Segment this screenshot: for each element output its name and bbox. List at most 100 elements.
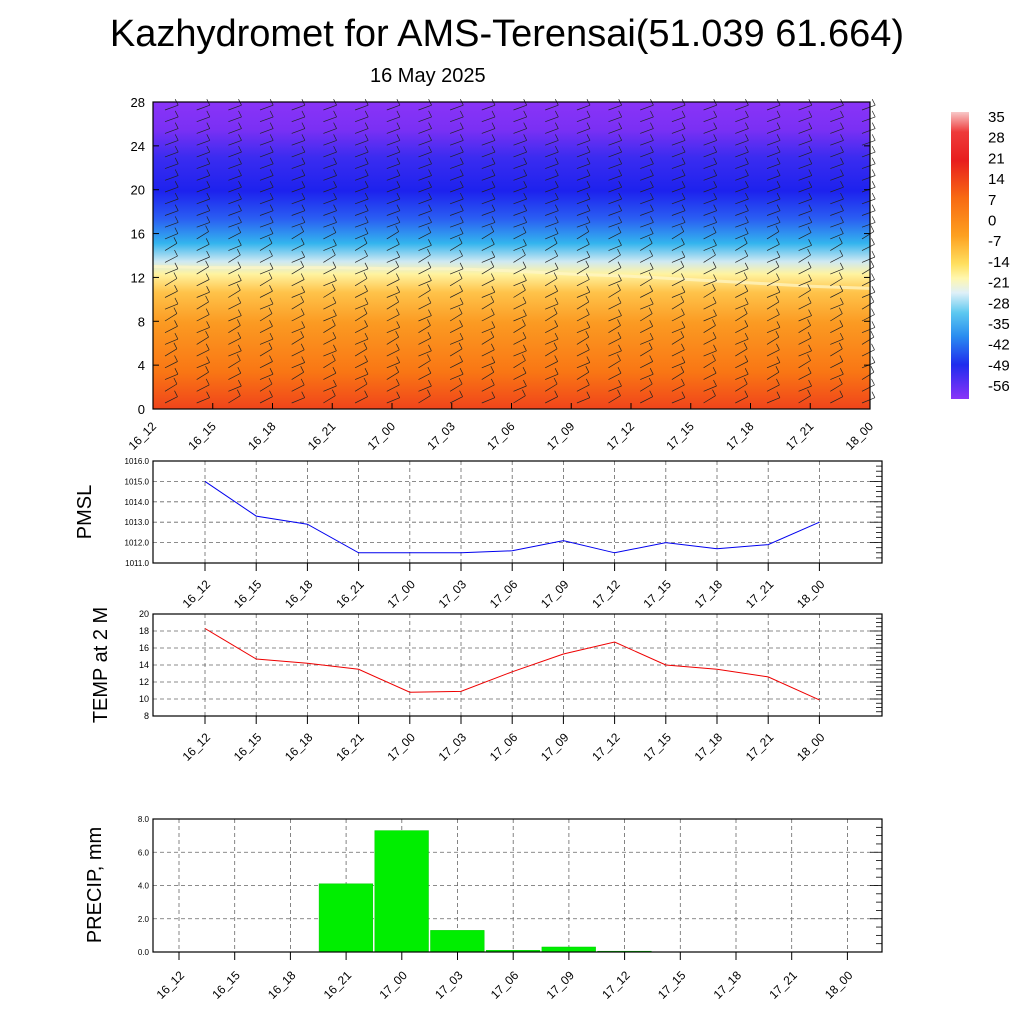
wind-barb (164, 290, 178, 298)
wind-barb (576, 222, 591, 228)
wind-barb (291, 291, 305, 298)
wind-barb-feather (428, 204, 432, 211)
wind-barb (354, 396, 368, 404)
x-tick-label: 16_15 (231, 730, 265, 764)
wind-barb-feather (300, 343, 305, 350)
grid (153, 460, 882, 564)
wind-barb (228, 210, 242, 216)
wind-barb (576, 104, 591, 111)
precipitation-panel: 0.0 2.0 4.0 6.0 8.0 16_12 16_15 16_18 16_21 17_00… (84, 815, 883, 1002)
wind-barb (354, 290, 368, 298)
wind-barb (830, 325, 843, 334)
wind-barb-feather (491, 169, 496, 176)
wind-barb (196, 301, 209, 310)
wind-barb (671, 104, 686, 111)
wind-barb (354, 255, 368, 263)
wind-barb-feather (206, 356, 210, 363)
wind-barb (735, 163, 749, 169)
wind-barb (228, 337, 241, 345)
wind-barb (513, 325, 526, 333)
wind-barb (703, 280, 717, 287)
wind-barb-feather (745, 181, 749, 188)
wind-barb-feather (713, 134, 718, 141)
wind-barb (830, 383, 843, 392)
wind-barb (671, 163, 686, 169)
wind-barb (830, 140, 844, 146)
x-tick-label: 16_21 (305, 419, 339, 453)
wind-barb-feather (301, 391, 306, 398)
wind-barb (545, 268, 559, 275)
wind-barb (545, 303, 559, 310)
wind-barb-feather (839, 355, 844, 362)
wind-barb-feather (364, 134, 369, 141)
wind-barb (386, 397, 400, 404)
wind-barb-feather (775, 225, 780, 232)
wind-barb (449, 175, 464, 181)
wind-barb-feather (713, 145, 718, 153)
wind-barb (449, 140, 464, 146)
precip-bar (430, 930, 485, 953)
wind-barb-feather (839, 262, 844, 269)
wind-barb (386, 231, 399, 240)
wind-barb (703, 395, 716, 404)
wind-barb-feather (712, 284, 716, 291)
wind-barb (861, 210, 876, 216)
wind-barb-feather (269, 297, 274, 305)
wind-barb (861, 104, 876, 111)
wind-barb (861, 279, 875, 287)
wind-barb (259, 396, 273, 404)
wind-barb-feather (745, 134, 749, 141)
wind-barb-feather (840, 216, 844, 223)
wind-barb-feather (618, 169, 623, 176)
wind-barb (323, 175, 337, 181)
wind-barb (608, 385, 622, 392)
wind-barb-feather (617, 319, 621, 326)
wind-barb (164, 348, 178, 357)
y-tick-label: 4 (138, 358, 145, 373)
wind-barb-feather (840, 204, 844, 211)
wind-barb (576, 301, 589, 310)
wind-barb (735, 303, 749, 310)
wind-barb (513, 104, 527, 111)
wind-barb-feather (522, 389, 526, 396)
wind-barb-feather (743, 342, 748, 349)
wind-barb-feather (174, 204, 179, 211)
wind-barb-feather (490, 225, 495, 232)
precip-bars (318, 830, 652, 953)
wind-barb-feather (745, 204, 749, 211)
wind-barb-feather (269, 216, 274, 223)
wind-barb (766, 140, 781, 146)
wind-barb-feather (269, 249, 273, 257)
wind-barb-feather (871, 110, 876, 118)
wind-barb-feather (649, 285, 654, 292)
wind-barb-feather (649, 249, 654, 257)
wind-barb (354, 278, 368, 287)
wind-barb-feather (237, 309, 242, 316)
wind-barb (703, 360, 716, 369)
wind-barb-feather (586, 181, 591, 188)
wind-barb-feather (300, 330, 305, 338)
wind-barb (576, 243, 590, 251)
wind-barb-feather (776, 250, 781, 258)
wind-barb (449, 255, 463, 263)
wind-barb (259, 268, 274, 275)
wind-barb-feather (491, 391, 496, 398)
wind-barb (259, 116, 274, 123)
wind-barb (703, 232, 717, 240)
wind-barb-feather (428, 181, 432, 188)
wind-barb (449, 222, 464, 228)
wind-barb (418, 116, 432, 123)
wind-barb (513, 267, 527, 275)
pmsl-series-line (204, 480, 820, 554)
wind-barb (576, 175, 591, 181)
wind-barb-feather (776, 181, 781, 188)
wind-barb-feather (301, 110, 306, 118)
wind-barb (766, 291, 781, 298)
wind-barb-feather (586, 321, 591, 328)
wind-barb-feather (523, 110, 528, 118)
wind-barb-feather (617, 354, 621, 361)
wind-barb (196, 116, 210, 123)
wind-barb (386, 266, 399, 275)
wind-barb (481, 384, 495, 392)
wind-barb-feather (395, 308, 400, 315)
